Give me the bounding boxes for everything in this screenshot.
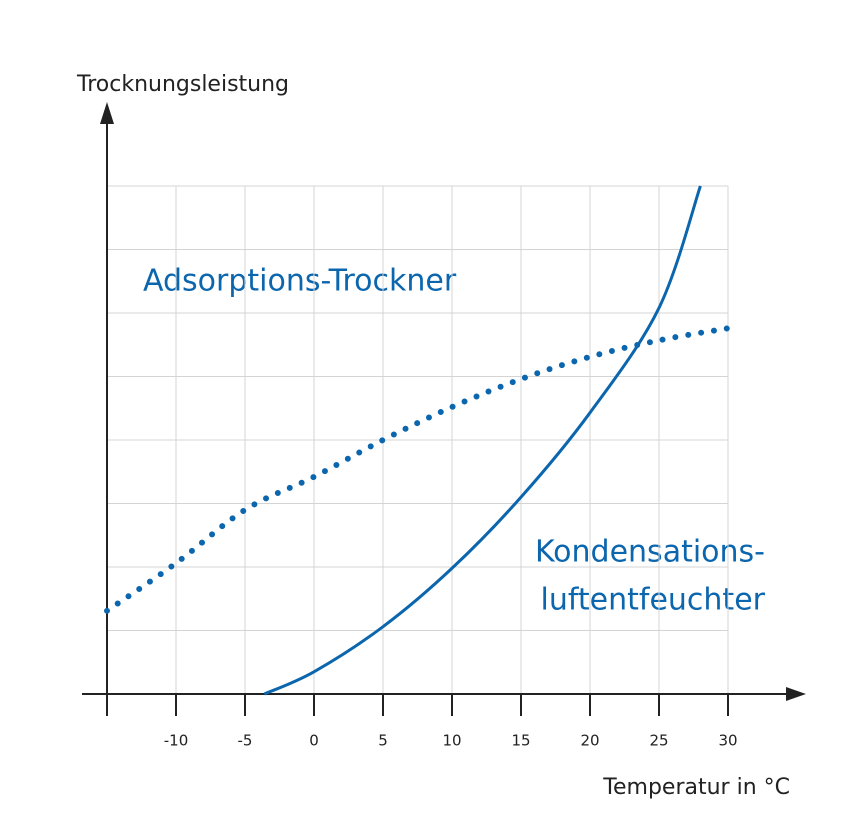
x-tick-label: -10	[164, 732, 189, 750]
x-tick-label: 20	[580, 732, 599, 750]
x-tick-label: 30	[718, 732, 737, 750]
annotation: Adsorptions-Trockner	[143, 264, 457, 299]
x-tick-label: 25	[649, 732, 668, 750]
y-axis-arrow	[100, 102, 114, 124]
x-tick-label: 15	[511, 732, 530, 750]
x-tick-label: 10	[442, 732, 461, 750]
x-tick-label: 0	[309, 732, 319, 750]
data-line	[104, 325, 731, 614]
x-axis-label: Temperatur in °C	[602, 775, 790, 800]
data-line	[263, 185, 702, 696]
x-axis-arrow	[786, 687, 806, 701]
annotation: Kondensations-	[535, 535, 765, 570]
x-tick-label: -5	[238, 732, 253, 750]
y-axis-label: Trocknungsleistung	[76, 72, 289, 97]
annotation: luftentfeuchter	[541, 583, 766, 618]
x-tick-label: 5	[378, 732, 388, 750]
